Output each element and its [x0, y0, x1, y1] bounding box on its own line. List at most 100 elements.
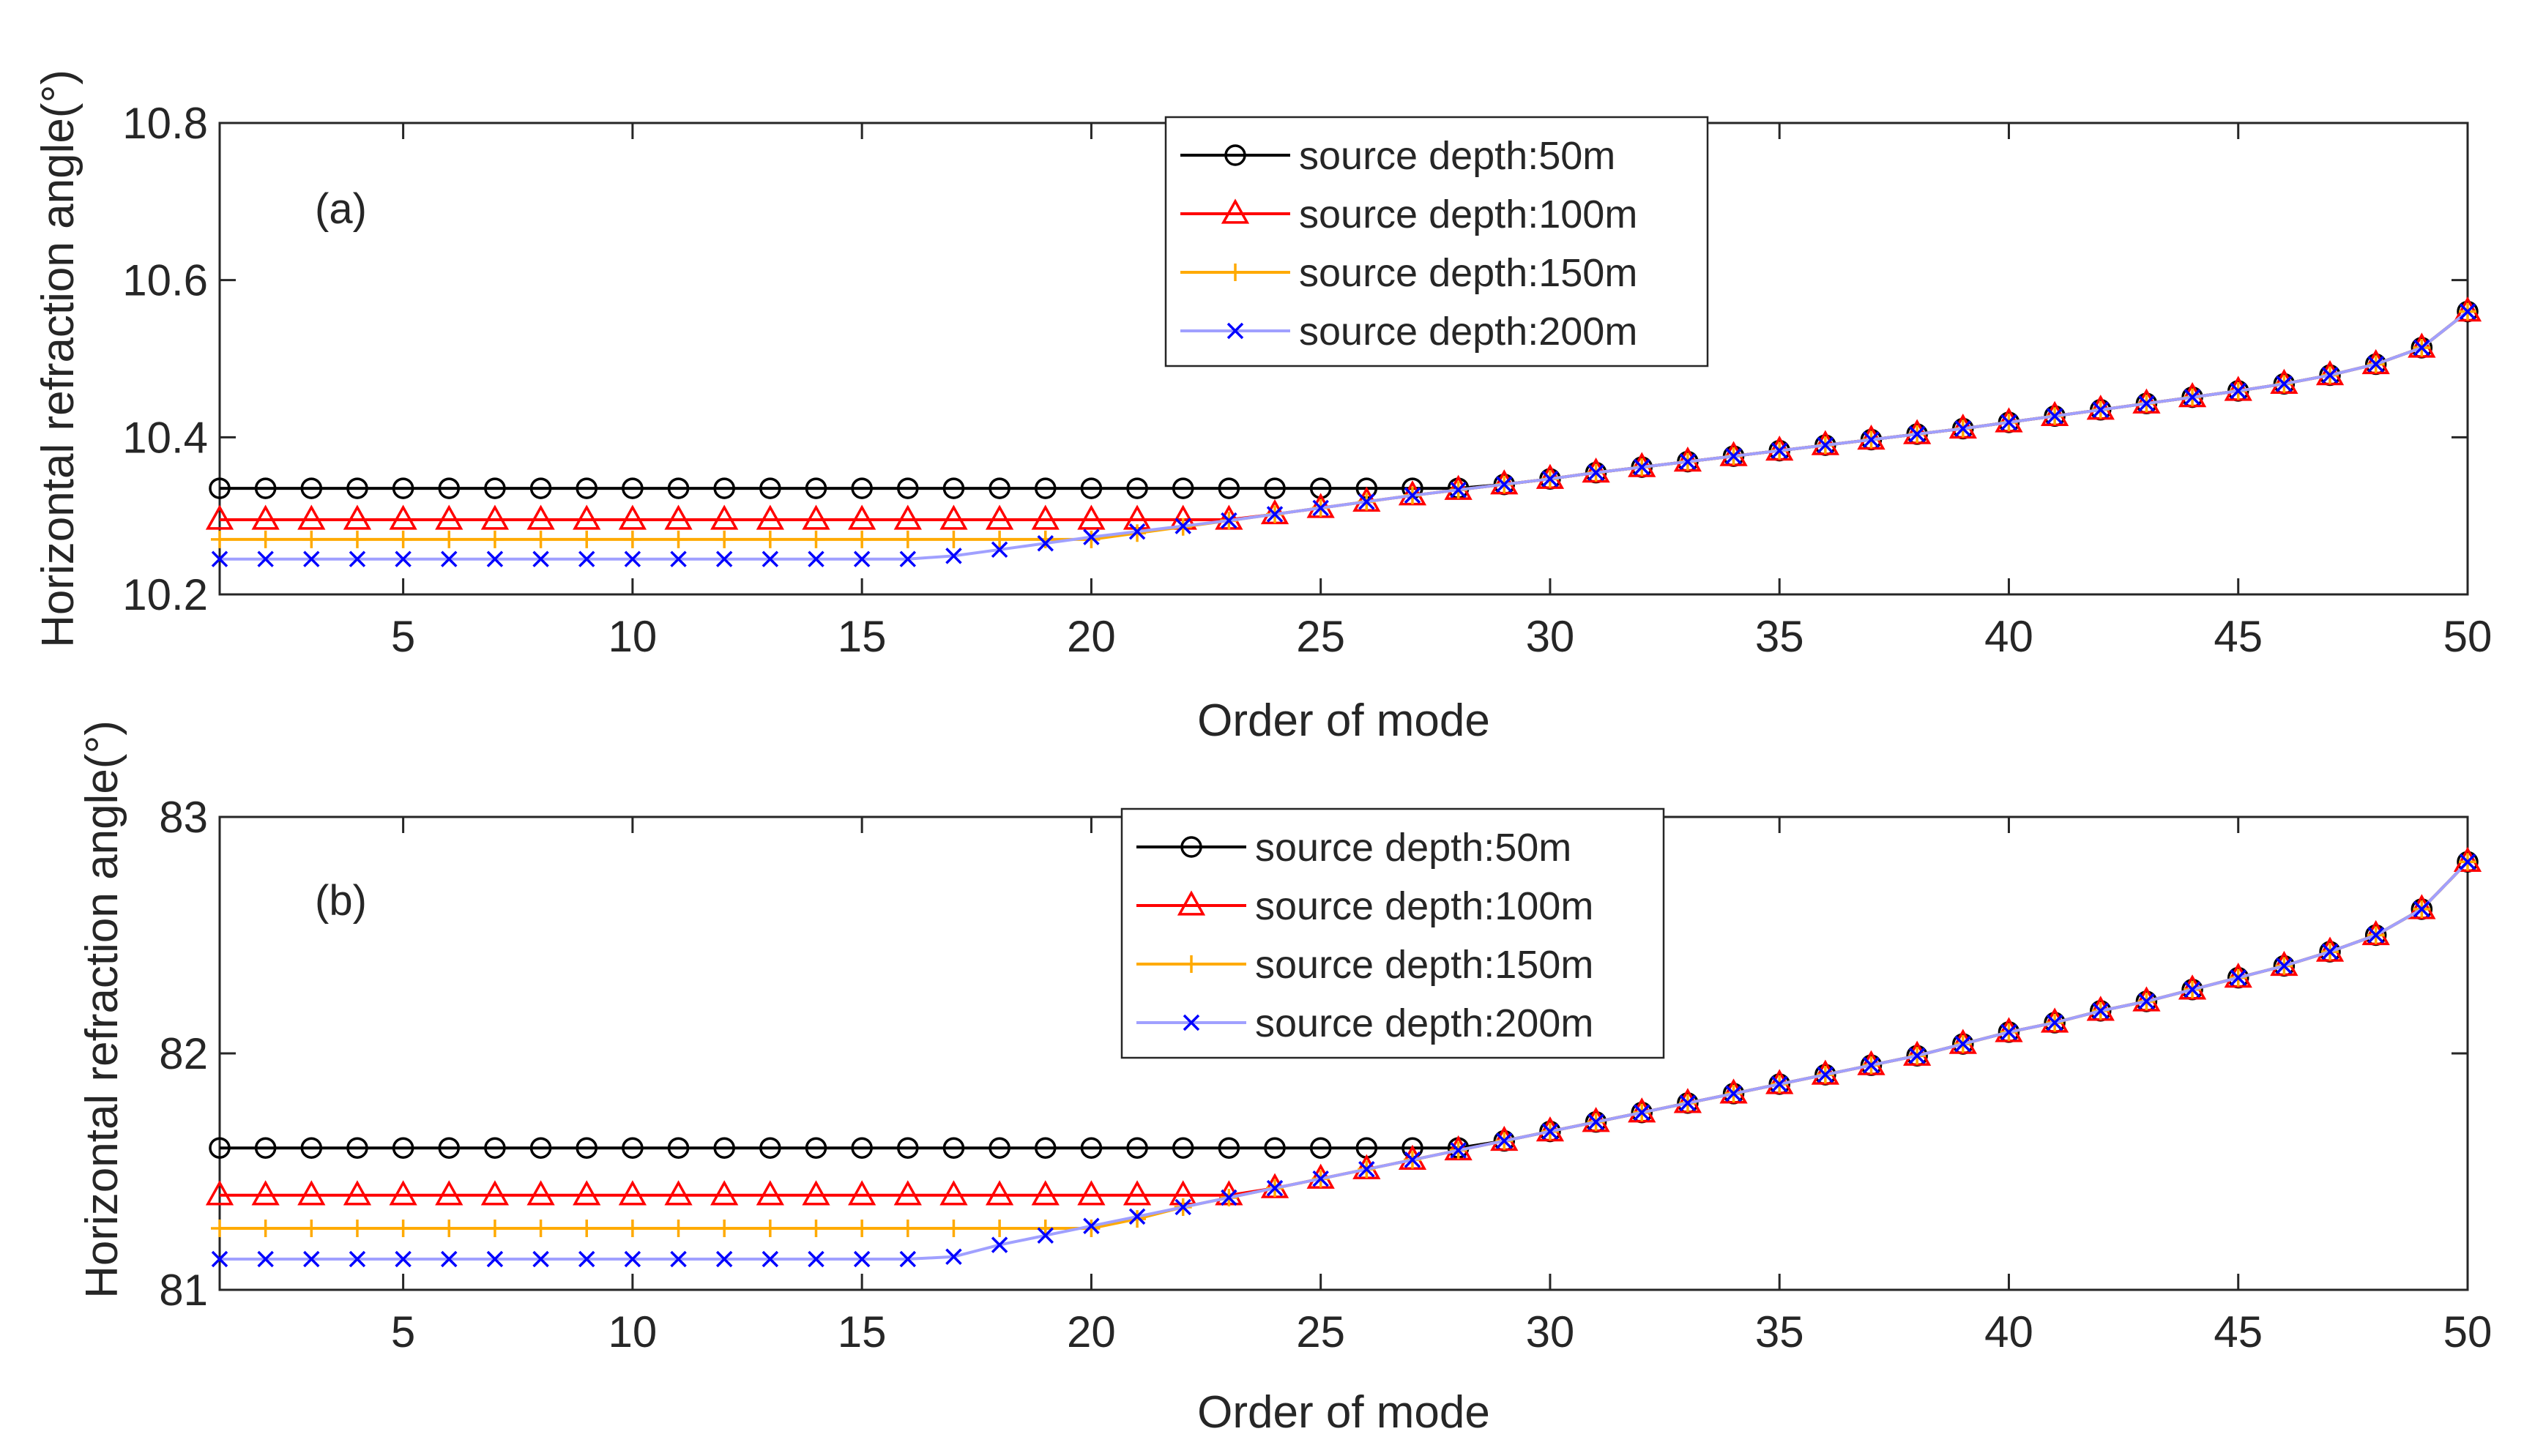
panel-a-legend-marker	[1224, 144, 1246, 166]
panel-a-series-3-point	[578, 530, 596, 548]
panel-a-series-3-point	[348, 530, 366, 548]
panel-b-series-3-point	[991, 1220, 1009, 1238]
panel-b-series-4-point	[2276, 957, 2293, 974]
panel-a-series-2-point	[664, 504, 693, 530]
panel-a-xtick-label: 25	[1296, 612, 1345, 661]
panel-a-series-4-point	[899, 550, 917, 567]
panel-b-series-1-point	[897, 1137, 919, 1159]
panel-b-xtick-label: 10	[608, 1307, 658, 1356]
panel-a-series-4-point	[2321, 367, 2339, 384]
panel-a-series-3-point	[1082, 530, 1101, 548]
panel-a-series-1-point	[713, 477, 735, 499]
panel-a-series-1-point	[484, 477, 506, 499]
panel-b-series-1-point	[713, 1137, 735, 1159]
panel-b-series-2-point	[618, 1180, 647, 1206]
panel-a-series-2-point	[848, 504, 876, 530]
panel-a-series-3-point	[623, 530, 641, 548]
panel-b-series-2-point	[710, 1180, 739, 1206]
panel-b-series-3-point	[945, 1220, 963, 1238]
panel-a-series-2-point	[389, 504, 417, 530]
panel-b-series-1-point	[942, 1137, 965, 1159]
panel-b-series-4-point	[2367, 927, 2384, 944]
panel-a-series-2-point	[802, 504, 830, 530]
panel-b-series-1-point	[1172, 1137, 1194, 1159]
panel-a-legend-box	[1164, 116, 1709, 367]
panel-a-xtick-label: 50	[2443, 612, 2493, 661]
panel-b-ytick-label: 83	[159, 793, 208, 842]
panel-b-series-1-point	[300, 1137, 323, 1159]
panel-a-series-4-point	[1679, 453, 1697, 470]
panel-b-series-4	[211, 854, 2476, 1268]
panel-b-series-1-point	[759, 1137, 781, 1159]
panel-a-series-2-point	[205, 504, 234, 530]
panel-a-series-3-point	[715, 530, 734, 548]
panel-a-series-4-point	[1221, 512, 1237, 529]
panel-b-legend-label: source depth:200m	[1255, 1001, 1593, 1045]
panel-b-series-4-point	[1908, 1047, 1926, 1064]
panel-a-series-4-point	[2230, 382, 2246, 400]
panel-a-series-4-point	[1908, 425, 1926, 443]
panel-a-series-1-point	[622, 477, 644, 499]
panel-b-series-3-point	[440, 1220, 458, 1238]
panel-a-series-2-point	[526, 504, 555, 530]
panel-a-series-2-point	[893, 504, 922, 530]
panel-b-series-1-point	[1035, 1137, 1057, 1159]
panel-b-series-4-point	[1083, 1217, 1100, 1235]
panel-b-series-4-point	[1817, 1066, 1834, 1083]
panel-a-series-1-point	[989, 477, 1010, 499]
panel-a-xtick-label: 5	[391, 612, 415, 661]
panel-b-series-2-point	[480, 1180, 510, 1206]
panel-b-series-1-point	[392, 1137, 414, 1159]
panel-b-xtick-label: 50	[2443, 1307, 2493, 1356]
panel-a-series-4-point	[2184, 389, 2201, 406]
panel-b-series-4-point	[1496, 1132, 1513, 1149]
panel-a-series-4-point	[532, 550, 549, 567]
panel-b-xtick-label: 20	[1067, 1307, 1116, 1356]
panel-b-ytick-label: 81	[159, 1266, 208, 1315]
panel-b-series-1-point	[209, 1137, 231, 1159]
panel-a-series-4-point	[1358, 493, 1375, 510]
panel-b-legend-label: source depth:50m	[1255, 826, 1571, 870]
panel-b-series-2-point	[756, 1180, 784, 1206]
panel-b-series-4-point	[762, 1250, 779, 1268]
panel-b-ytick-label: 82	[159, 1029, 208, 1078]
panel-a-series-3-point	[256, 530, 275, 548]
panel-a-series-4-point	[1541, 470, 1559, 488]
panel-b-series-4-point	[1634, 1104, 1650, 1121]
panel-a-series-1-point	[1218, 477, 1240, 499]
panel-b-series-2-point	[297, 1180, 326, 1206]
panel-b-series-3-point	[623, 1220, 641, 1238]
panel-a-series-4-point	[1083, 529, 1100, 545]
panel-b-series-4-point	[441, 1250, 458, 1268]
panel-b-series-3-point	[256, 1220, 275, 1238]
panel-a-legend-label: source depth:150m	[1299, 251, 1637, 295]
panel-b-ylabel: Horizontal refraction angle(°)	[77, 720, 127, 1299]
panel-a-series-4-point	[1587, 464, 1604, 481]
panel-b-xtick-label: 5	[391, 1307, 415, 1356]
panel-b-series-2-point	[802, 1180, 830, 1206]
panel-a-series-3-point	[302, 530, 321, 548]
panel-a-series-1-point	[667, 477, 690, 499]
panel-a-series-4-point	[486, 550, 504, 567]
panel-a-series-4-point	[1496, 476, 1513, 493]
panel-a-xtick-label: 30	[1526, 612, 1575, 661]
panel-b-series-1-point	[667, 1137, 690, 1159]
panel-a-ytick-label: 10.4	[122, 413, 208, 462]
panel-a-series-4-point	[2000, 414, 2017, 431]
panel-a-series-1-point	[851, 477, 873, 499]
panel-b-series-3-point	[394, 1220, 412, 1238]
panel-b-plot-area	[205, 846, 2482, 1268]
panel-b-series-4-point	[1221, 1189, 1237, 1206]
panel-a-ytick-label: 10.2	[122, 570, 208, 619]
panel-b-series-2-point	[526, 1180, 555, 1206]
panel-b-series-2-point	[1077, 1180, 1106, 1206]
panel-b-series-4-point	[1450, 1142, 1467, 1159]
panel-a-series-3-point	[440, 530, 458, 548]
panel-a-legend-label: source depth:100m	[1299, 193, 1637, 236]
panel-a-series-1-point	[209, 477, 231, 499]
panel-b-series-1-point	[576, 1137, 598, 1159]
panel-b-series-3-point	[485, 1220, 504, 1238]
panel-b-series-4-point	[486, 1250, 504, 1268]
panel-b-legend-marker	[1177, 890, 1206, 916]
panel-a-series-4-point	[395, 550, 412, 567]
